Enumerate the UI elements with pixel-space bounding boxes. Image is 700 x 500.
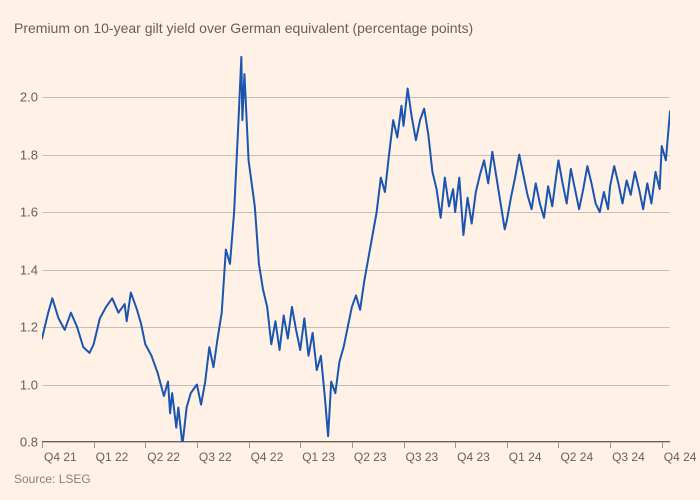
x-tick	[610, 442, 611, 448]
data-line	[42, 57, 670, 442]
x-tick-label: Q4 22	[251, 450, 284, 464]
x-tick-label: Q4 23	[457, 450, 490, 464]
x-tick-label: Q1 22	[96, 450, 129, 464]
x-tick	[249, 442, 250, 448]
x-tick	[662, 442, 663, 448]
x-tick	[558, 442, 559, 448]
x-tick	[94, 442, 95, 448]
gridline	[42, 442, 670, 443]
x-tick-label: Q4 21	[44, 450, 77, 464]
line-chart-svg	[42, 54, 670, 442]
x-tick	[197, 442, 198, 448]
x-tick	[404, 442, 405, 448]
plot-area: 0.81.01.21.41.61.82.0Q4 21Q1 22Q2 22Q3 2…	[42, 54, 670, 442]
x-tick-label: Q3 23	[406, 450, 439, 464]
chart-title: Premium on 10-year gilt yield over Germa…	[14, 20, 473, 36]
y-tick-label: 0.8	[14, 435, 38, 450]
x-tick	[455, 442, 456, 448]
x-tick-label: Q2 24	[560, 450, 593, 464]
x-tick	[300, 442, 301, 448]
x-tick-label: Q3 24	[612, 450, 645, 464]
chart-source: Source: LSEG	[14, 472, 91, 486]
x-tick	[352, 442, 353, 448]
x-tick	[145, 442, 146, 448]
y-tick-label: 1.0	[14, 377, 38, 392]
x-tick-label: Q2 22	[147, 450, 180, 464]
x-tick-label: Q4 24	[664, 450, 697, 464]
x-tick	[507, 442, 508, 448]
y-tick-label: 1.6	[14, 205, 38, 220]
y-tick-label: 1.4	[14, 262, 38, 277]
x-tick-label: Q1 23	[302, 450, 335, 464]
chart-container: Premium on 10-year gilt yield over Germa…	[0, 0, 700, 500]
x-tick-label: Q3 22	[199, 450, 232, 464]
y-tick-label: 1.2	[14, 320, 38, 335]
y-tick-label: 1.8	[14, 147, 38, 162]
x-tick-label: Q1 24	[509, 450, 542, 464]
y-tick-label: 2.0	[14, 90, 38, 105]
x-tick	[42, 442, 43, 448]
x-tick-label: Q2 23	[354, 450, 387, 464]
